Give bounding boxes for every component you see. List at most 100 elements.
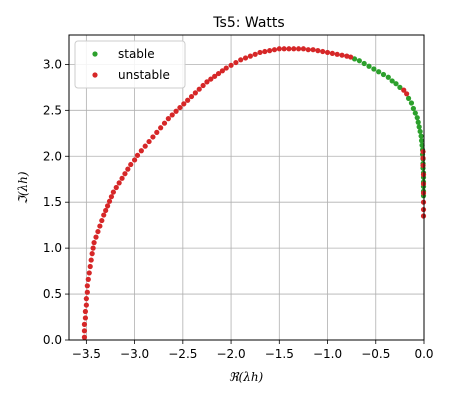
data-point-unstable <box>116 180 122 186</box>
legend-label-unstable: unstable <box>118 68 170 82</box>
data-point-unstable <box>122 171 128 177</box>
data-point-unstable <box>88 257 94 263</box>
data-point-unstable <box>247 53 253 59</box>
data-point-unstable <box>97 223 103 229</box>
data-point-unstable <box>295 46 302 52</box>
data-point-unstable <box>90 245 96 251</box>
data-point-stable <box>417 128 423 135</box>
x-tick-label: −3.5 <box>72 347 101 361</box>
y-tick-label: 2.0 <box>43 149 62 163</box>
x-tick-label: −2.0 <box>216 347 245 361</box>
x-tick-label: −0.5 <box>361 347 390 361</box>
data-point-unstable <box>154 129 160 135</box>
data-point-stable <box>414 115 420 121</box>
data-point-unstable <box>404 91 410 97</box>
data-point-unstable <box>81 328 88 334</box>
data-point-stable <box>410 105 416 112</box>
data-point-stable <box>416 124 422 130</box>
data-point-unstable <box>169 112 175 118</box>
data-point-unstable <box>134 152 141 158</box>
data-point-unstable <box>85 276 91 282</box>
data-point-stable <box>351 56 358 62</box>
y-tick-label: 3.0 <box>43 57 62 71</box>
data-point-stable <box>385 74 391 80</box>
plot-frame <box>68 34 425 341</box>
data-point-unstable <box>83 302 89 308</box>
data-point-unstable <box>242 55 249 61</box>
legend-box <box>74 40 186 89</box>
data-point-unstable <box>106 198 113 204</box>
data-point-stable <box>356 58 362 64</box>
legend: stable unstable <box>74 40 186 89</box>
data-point-unstable <box>334 51 340 57</box>
data-point-unstable <box>320 48 326 55</box>
data-point-unstable <box>177 104 183 111</box>
data-point-unstable <box>238 57 244 63</box>
x-tick-label: 0.0 <box>414 347 433 361</box>
data-point-unstable <box>204 79 210 85</box>
data-point-unstable <box>196 86 202 92</box>
data-point-unstable <box>125 166 131 172</box>
data-point-unstable <box>188 93 195 100</box>
data-point-unstable <box>87 263 93 270</box>
data-point-unstable <box>339 52 345 58</box>
data-point-unstable <box>310 47 316 53</box>
data-point-unstable <box>113 184 119 191</box>
data-point-unstable <box>82 308 88 315</box>
data-point-unstable <box>93 234 99 240</box>
legend-label-stable: stable <box>118 47 155 61</box>
data-point-stable <box>405 95 412 101</box>
x-tick-label: −2.5 <box>168 347 197 361</box>
y-axis-label: ℑ(λh) <box>16 171 30 204</box>
data-point-stable <box>418 138 425 144</box>
data-point-unstable <box>281 46 287 52</box>
data-point-unstable <box>420 155 426 161</box>
data-point-stable <box>361 60 367 67</box>
data-point-unstable <box>158 125 164 131</box>
data-point-unstable <box>89 251 95 257</box>
legend-marker-unstable <box>92 72 98 78</box>
data-point-unstable <box>150 134 156 140</box>
data-point-stable <box>371 66 377 72</box>
data-point-unstable <box>165 115 171 122</box>
data-point-unstable <box>104 203 111 209</box>
data-point-unstable <box>252 51 258 57</box>
data-point-unstable <box>212 73 218 79</box>
data-point-unstable <box>99 217 105 224</box>
data-point-unstable <box>181 101 187 107</box>
data-point-unstable <box>324 49 331 56</box>
y-tick-label: 0.0 <box>43 333 62 347</box>
axis-ticks: −3.5 −3.0 −2.5 −2.0 −1.5 −1.0 −0.5 0.0 0.0 0.5 1.0… <box>43 57 434 361</box>
y-tick-label: 2.5 <box>43 103 62 117</box>
data-point-stable <box>397 84 403 90</box>
data-point-unstable <box>185 97 191 103</box>
data-point-unstable <box>138 148 144 154</box>
data-points <box>81 46 427 340</box>
x-axis-label: ℜ(λh) <box>229 370 264 384</box>
data-point-stable <box>412 110 418 116</box>
y-tick-label: 1.0 <box>43 241 62 255</box>
x-tick-label: −3.0 <box>120 347 149 361</box>
data-point-stable <box>415 119 421 125</box>
data-point-unstable <box>81 321 88 327</box>
data-point-unstable <box>103 207 109 214</box>
data-point-unstable <box>401 87 407 93</box>
data-point-stable <box>418 133 424 139</box>
data-point-unstable <box>276 46 282 52</box>
data-point-unstable <box>228 62 234 68</box>
y-tick-label: 0.5 <box>43 287 62 301</box>
data-point-unstable <box>219 68 225 74</box>
data-point-unstable <box>267 48 273 54</box>
data-point-unstable <box>233 59 239 66</box>
data-point-stable <box>393 81 399 87</box>
data-point-unstable <box>215 70 222 77</box>
data-point-unstable <box>86 270 92 276</box>
data-point-unstable <box>81 334 88 340</box>
data-point-stable <box>376 69 382 75</box>
data-point-unstable <box>95 228 101 235</box>
data-point-unstable <box>108 194 115 200</box>
data-point-unstable <box>329 50 335 56</box>
data-point-unstable <box>84 283 90 289</box>
data-point-unstable <box>101 212 107 218</box>
